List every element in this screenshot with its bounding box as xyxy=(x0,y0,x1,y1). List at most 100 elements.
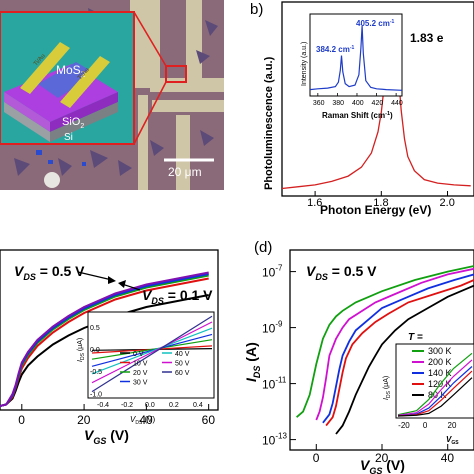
inset-xtick-label-c-2: 0.0 xyxy=(145,402,155,409)
flake xyxy=(118,160,132,176)
inset-ytick-label-c-0: 0.5 xyxy=(90,325,100,332)
series-d-2 xyxy=(322,273,474,424)
inset-xtick-label-b-1: 380 xyxy=(332,100,344,107)
inset-xtick-label-b-0: 360 xyxy=(313,100,325,107)
annotation-arrow-2 xyxy=(121,283,141,291)
inset-xtick-label-b-4: 440 xyxy=(391,100,403,107)
inset-series-c-5 xyxy=(91,321,213,384)
annotation-vds-05: VDS = 0.5 V xyxy=(14,263,85,282)
annotation-vds-d: VDS = 0.5 V xyxy=(306,263,377,282)
zoom-box xyxy=(165,65,187,83)
electrode-lead xyxy=(186,0,202,82)
inset-xtick-label-c-0: -0.4 xyxy=(97,402,109,409)
panel-label-b: b) xyxy=(250,1,263,18)
flake xyxy=(205,20,218,36)
xtick-label-d-2: 40 xyxy=(441,451,455,465)
panel-b: b) Photoluminescence (a.u.) 1.6 1.8 2.0 Ph… xyxy=(250,1,474,217)
series-raman xyxy=(309,25,403,91)
inset-series-c-6 xyxy=(91,315,213,393)
debris xyxy=(36,150,42,155)
xtick-label-b-2: 2.0 xyxy=(440,197,455,209)
legend-label-d-1: 200 K xyxy=(428,357,452,367)
zoom-line xyxy=(133,11,167,67)
inset-xtick-label-d-2: 20 xyxy=(448,421,457,430)
legend-label-c-6: 60 V xyxy=(175,370,190,377)
inset-ytick-label-c-2: -0.5 xyxy=(90,369,102,376)
inset-series-c-3 xyxy=(91,333,213,367)
annotation-arrow-1 xyxy=(77,271,113,281)
panel-a: MoS2 Ti/Au Ti/Au SiO2 Si 20 μm xyxy=(0,0,224,190)
mos2-flake xyxy=(38,62,96,98)
xtick-label-c-1: 20 xyxy=(77,413,91,427)
legend-label-c-1: 10 V xyxy=(133,361,148,368)
inset-ylabel-c: IDS (μA) xyxy=(77,338,86,362)
scale-bar-label: 20 μm xyxy=(168,165,202,179)
ytick-label-d-3: 10-13 xyxy=(262,432,287,448)
annotation-vds-01: VDS = 0.1 V xyxy=(142,287,213,306)
inset-series-d-4 xyxy=(397,377,473,417)
inset-series-c-2 xyxy=(91,339,213,360)
ytick-label-d-0: 10-7 xyxy=(262,264,283,280)
ylabel-d: IDS (A) xyxy=(243,342,262,382)
xtick-label-c-0: 0 xyxy=(18,413,25,427)
inset-xlabel-c: VDS (V) xyxy=(130,415,156,426)
inset-ylabel-d: IDS (μA) xyxy=(383,376,392,400)
ylabel-b: Photoluminescence (a.u.) xyxy=(263,56,275,190)
substrate-label: Si xyxy=(64,132,73,143)
electrode-lead xyxy=(152,100,224,112)
flake xyxy=(58,158,72,176)
panel-label-d: (d) xyxy=(254,239,272,256)
xtick-label-b-1: 1.8 xyxy=(373,197,388,209)
series-d-3 xyxy=(325,279,474,427)
legend-label-d-2: 140 K xyxy=(428,368,452,378)
xtick-label-c-3: 60 xyxy=(202,413,216,427)
inset-xtick-label-d-1: 0 xyxy=(423,421,428,430)
inset-series-d-0 xyxy=(397,352,473,416)
xtick-label-d-0: 0 xyxy=(313,451,320,465)
inset-xlabel-d: VGS xyxy=(446,435,459,446)
inset-xtick-label-d-0: -20 xyxy=(398,421,410,430)
legend-label-c-3: 30 V xyxy=(133,380,148,387)
raman-peak-label-2: 405.2 cm-1 xyxy=(356,19,394,28)
electrode-lead xyxy=(138,95,148,190)
panel-d: (d) 0 20 40 10-7 10-9 10-11 10-13 IDS (A) VGS… xyxy=(243,239,474,474)
inset-xtick-label-b-2: 400 xyxy=(352,100,364,107)
inset-xtick-label-c-1: -0.2 xyxy=(121,402,133,409)
legend-label-c-0: 0 V xyxy=(133,351,144,358)
inset-ylabel-b: Intensity (a.u.) xyxy=(301,42,308,86)
zoom-line xyxy=(133,81,167,145)
oxide-side-left xyxy=(4,92,50,132)
xtick-label-b-0: 1.6 xyxy=(307,197,322,209)
flake xyxy=(14,158,30,176)
legend-label-d-0: 300 K xyxy=(428,346,452,356)
electrode-lead xyxy=(176,115,190,190)
inset-series-c-4 xyxy=(91,327,213,375)
xlabel-c: VGS (V) xyxy=(84,427,129,446)
panel-c: 0 20 40 60 VGS (V) VDS = 0.5 V VDS = 0.1 V … xyxy=(0,249,219,446)
inset-ytick-label-c-1: 0.0 xyxy=(90,347,100,354)
inset-ytick-label-c-3: -1.0 xyxy=(90,391,102,398)
material-label: MoS2 xyxy=(56,63,86,79)
arrowhead-1 xyxy=(108,276,116,284)
xtick-label-d-1: 20 xyxy=(375,451,389,465)
plot-frame-c xyxy=(0,249,219,411)
oxide-side-right xyxy=(50,92,118,132)
ytick-label-d-1: 10-9 xyxy=(262,320,283,336)
inset-xtick-label-b-3: 420 xyxy=(372,100,384,107)
inset-xtick-label-c-3: 0.2 xyxy=(169,402,179,409)
electrode-right xyxy=(60,56,110,108)
legend-title-d: T = xyxy=(408,332,423,343)
ytick-label-d-2: 10-11 xyxy=(262,376,287,392)
debris xyxy=(48,160,53,164)
legend-label-c-5: 50 V xyxy=(175,361,190,368)
raman-peak-label-1: 384.2 cm-1 xyxy=(316,45,354,54)
debris xyxy=(82,162,86,166)
arrowhead-2 xyxy=(118,280,126,288)
flake xyxy=(196,50,210,64)
series-d-1 xyxy=(315,267,474,421)
series-d-4 xyxy=(335,284,474,435)
particle xyxy=(44,172,60,188)
plot-frame-b xyxy=(281,1,474,197)
inset-xtick-label-c-4: 0.4 xyxy=(193,402,203,409)
